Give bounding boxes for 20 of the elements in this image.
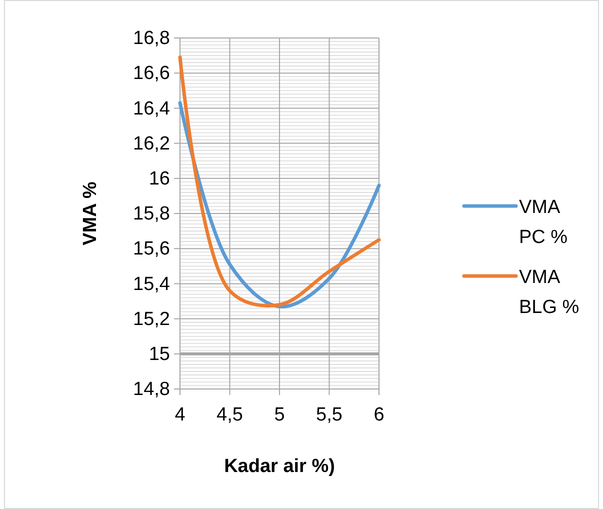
y-tick-label: 15,8 xyxy=(133,204,170,225)
x-tick-label: 5,5 xyxy=(316,404,342,426)
x-axis-title: Kadar air %) xyxy=(224,456,335,477)
y-tick-label: 16,6 xyxy=(133,63,170,84)
y-tick-label: 15 xyxy=(148,344,170,365)
y-tick-label: 16 xyxy=(148,168,170,190)
y-tick-label: 16,8 xyxy=(133,28,170,50)
legend-label: VMA PC % xyxy=(519,197,568,248)
y-tick-label: 16,2 xyxy=(133,133,170,154)
y-tick-label: 15,6 xyxy=(133,238,170,260)
x-tick-label: 5 xyxy=(274,404,285,426)
x-tick-label: 4 xyxy=(174,404,186,426)
y-tick-label: 14,8 xyxy=(133,379,170,400)
y-tick-label: 15,4 xyxy=(133,274,170,295)
x-tick-label: 4,5 xyxy=(216,404,243,426)
legend-label: VMA BLG % xyxy=(519,267,580,318)
x-tick-label: 6 xyxy=(374,404,384,426)
y-tick-label: 16,4 xyxy=(133,98,170,120)
y-axis-title: VMA % xyxy=(80,182,101,246)
y-tick-label: 15,2 xyxy=(133,308,170,330)
